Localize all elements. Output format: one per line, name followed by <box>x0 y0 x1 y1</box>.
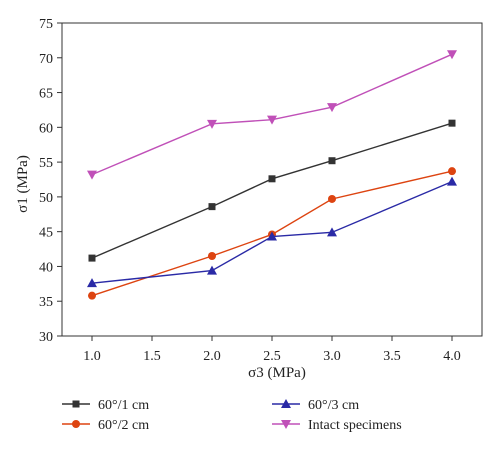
legend-marker <box>281 420 291 429</box>
x-tick-label: 2.5 <box>263 349 281 364</box>
y-tick-label: 55 <box>39 156 53 171</box>
legend-label: Intact specimens <box>308 418 402 433</box>
y-tick-label: 45 <box>39 226 53 241</box>
data-point <box>327 103 337 113</box>
x-axis-title-text: σ3 (MPa) <box>248 365 306 381</box>
data-point <box>88 291 96 300</box>
y-axis-title: σ1 (MPa) <box>15 155 31 213</box>
x-axis-ticks: 1.0 1.5 2.0 2.5 3.0 3.5 4.0 <box>83 336 461 364</box>
data-point <box>207 119 217 129</box>
x-tick-label: 1.0 <box>83 349 101 364</box>
data-point <box>268 175 276 183</box>
x-tick-label: 2.0 <box>203 349 221 364</box>
legend-item: 60°/2 cm <box>62 418 149 433</box>
legend-item: Intact specimens <box>272 418 402 433</box>
data-point <box>208 252 216 261</box>
data-point <box>328 157 336 165</box>
legend-item: 60°/3 cm <box>272 398 359 413</box>
y-tick-label: 75 <box>39 17 53 32</box>
data-point <box>327 227 337 237</box>
y-tick-label: 50 <box>39 191 53 206</box>
data-point <box>87 170 97 180</box>
y-tick-label: 65 <box>39 87 53 102</box>
series-line <box>91 53 453 176</box>
data-point <box>447 176 457 186</box>
data-point <box>207 265 217 275</box>
x-axis-title: σ3 (MPa) <box>248 365 306 381</box>
legend-item: 60°/1 cm <box>62 398 149 413</box>
data-point <box>448 167 456 176</box>
legend-marker <box>281 399 291 408</box>
data-point <box>447 50 457 60</box>
data-point <box>87 278 97 288</box>
plot-area <box>87 50 457 300</box>
data-point <box>88 254 96 262</box>
legend-label: 60°/1 cm <box>98 398 149 413</box>
series-1 <box>88 119 456 262</box>
data-point <box>267 231 277 241</box>
data-point <box>208 203 216 211</box>
y-axis-ticks: 30 35 40 45 50 55 60 65 70 75 <box>39 17 62 345</box>
legend-marker <box>72 420 80 428</box>
data-point <box>328 194 336 203</box>
x-tick-label: 4.0 <box>443 349 461 364</box>
legend-marker <box>72 400 80 408</box>
data-point <box>267 115 277 125</box>
series-3 <box>87 176 457 288</box>
x-tick-label: 3.5 <box>383 349 401 364</box>
legend-label: 60°/2 cm <box>98 418 149 433</box>
x-tick-label: 1.5 <box>143 349 161 364</box>
legend-label: 60°/3 cm <box>308 398 359 413</box>
y-tick-label: 60 <box>39 121 53 136</box>
x-tick-label: 3.0 <box>323 349 341 364</box>
legend: 60°/1 cm 60°/2 cm 60°/3 cm Intact specimens <box>62 398 402 433</box>
y-axis-title-text: σ1 (MPa) <box>15 155 31 213</box>
y-tick-label: 30 <box>39 330 53 345</box>
y-tick-label: 35 <box>39 295 53 310</box>
series-4 <box>87 50 457 180</box>
y-tick-label: 40 <box>39 260 53 275</box>
data-point <box>448 119 456 127</box>
y-tick-label: 70 <box>39 52 53 67</box>
